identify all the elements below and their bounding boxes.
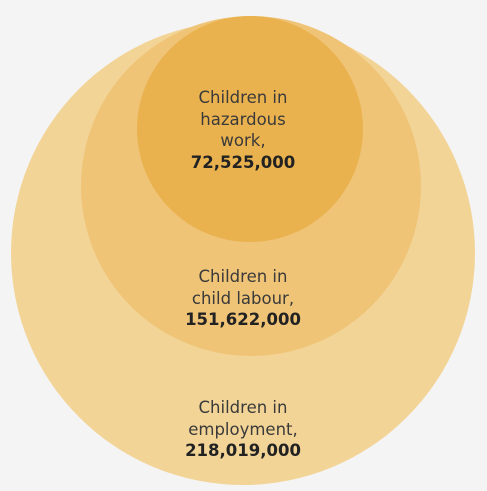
child-labour-value: 151,622,000: [185, 310, 301, 329]
employment-label: Children in employment, 218,019,000: [163, 397, 323, 462]
hazardous-work-label: Children in hazardous work, 72,525,000: [172, 87, 314, 173]
employment-value: 218,019,000: [185, 441, 301, 460]
child-labour-line1: Children in: [198, 267, 288, 286]
child-labour-line2: child labour,: [191, 288, 295, 308]
child-labour-label: Children in child labour, 151,622,000: [168, 266, 318, 331]
hazardous-work-line2: hazardous: [200, 109, 286, 129]
hazardous-work-line3: work,: [220, 131, 266, 150]
employment-line1: Children in: [198, 398, 288, 417]
hazardous-work-line1: Children in: [198, 88, 288, 107]
employment-line2: employment,: [188, 419, 298, 439]
hazardous-work-value: 72,525,000: [190, 152, 296, 172]
hazardous-work-circle: [137, 16, 363, 242]
